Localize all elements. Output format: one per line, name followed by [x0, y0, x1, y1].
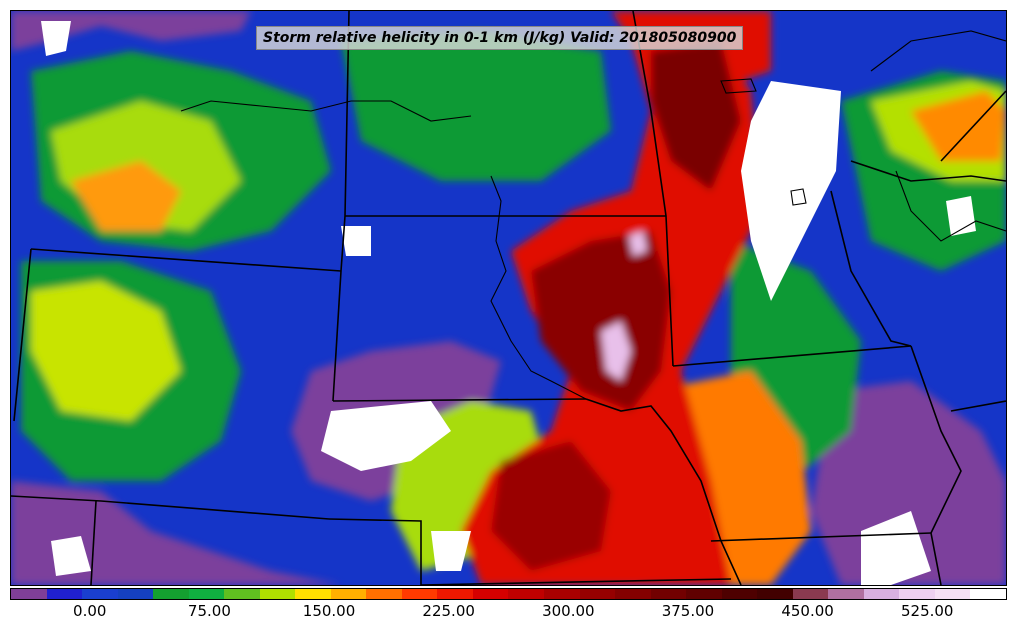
river-missouri-middle [490, 175, 587, 400]
boundary-kansas-south [420, 578, 732, 585]
colorbar-segment [188, 589, 225, 599]
river-missouri-upper [180, 100, 472, 122]
field-purple-southwest [11, 481, 341, 585]
blank-north-2 [341, 226, 371, 256]
boundary-canada-east [850, 160, 1006, 182]
boundary-montana-south [30, 248, 342, 272]
colorbar [10, 588, 1007, 600]
colorbar-segment [970, 589, 1006, 599]
boundary-iowa-south [710, 532, 932, 542]
map-title: Storm relative helicity in 0-1 km (J/kg)… [256, 26, 744, 50]
colorbar-segment [117, 589, 154, 599]
colorbar-segment [721, 589, 758, 599]
blank-east [946, 196, 976, 236]
colorbar-segment [934, 589, 971, 599]
lake-northeast [720, 78, 757, 94]
lake-superior [870, 30, 1006, 72]
boundary-wyoming-east [332, 270, 342, 402]
colorbar-tick-label: 75.00 [187, 602, 231, 620]
field-pink-spot-1 [601, 321, 631, 381]
colorbar-segment [828, 589, 864, 599]
boundary-minnesota-south [672, 345, 912, 367]
field-darkred-north [651, 41, 741, 191]
blank-south-center [431, 531, 471, 571]
colorbar-segment [224, 589, 260, 599]
colorbar-segment [899, 589, 935, 599]
colorbar-tick-label: 0.00 [73, 602, 107, 620]
colorbar-tick-label: 375.00 [661, 602, 715, 620]
colorbar-segment [295, 589, 331, 599]
colorbar-segment [153, 589, 189, 599]
water-features [180, 30, 1006, 400]
field-green-north [341, 31, 611, 181]
colorbar-tick-label: 225.00 [422, 602, 475, 620]
boundary-michigan [940, 90, 1006, 162]
boundary-dakotas-east [632, 11, 674, 367]
boundary-wyoming-colorado [11, 495, 330, 520]
field-pink-spot-2 [629, 231, 647, 256]
colorbar-segment [543, 589, 580, 599]
colorbar-tick-label: 300.00 [542, 602, 595, 620]
field-darkred-south [491, 441, 611, 571]
colorbar-segment [472, 589, 509, 599]
lake-michigan-shore [895, 170, 1006, 242]
field-purple-east [811, 381, 1006, 585]
helicity-field [11, 11, 1006, 585]
colorbar-segment [437, 589, 473, 599]
blank-north-1 [41, 21, 71, 56]
blank-southeast [861, 511, 931, 585]
colorbar-segment [650, 589, 687, 599]
colorbar-segment [46, 589, 83, 599]
lake-ne-small [790, 188, 807, 206]
colorbar-segment [579, 589, 616, 599]
field-orange-east [911, 91, 1006, 161]
colorbar-tick-label: 150.00 [302, 602, 356, 620]
colorbar-segment [401, 589, 438, 599]
colorbar-segment [259, 589, 296, 599]
field-darkred-core [531, 231, 671, 411]
blank-plains [321, 401, 451, 471]
colorbar-tick-labels: 0.00 75.00 150.00 225.00 300.00 375.00 450.00 5… [10, 602, 1007, 626]
boundary-colorado-north [332, 398, 587, 402]
colorbar-segment [330, 589, 367, 599]
boundary-wisconsin [830, 190, 912, 347]
colorbar-tick-label: 450.00 [781, 602, 834, 620]
field-orange-northwest [71, 161, 181, 231]
field-yellow-west [31, 281, 181, 421]
blank-southwest [51, 536, 91, 576]
map-panel: Storm relative helicity in 0-1 km (J/kg)… [10, 10, 1007, 586]
boundary-nebraska-kansas [328, 518, 422, 585]
boundary-iowa-east [910, 345, 962, 585]
colorbar-segment [757, 589, 793, 599]
boundary-idaho-west [13, 248, 32, 422]
boundary-utah-east [90, 500, 97, 585]
colorbar-segment [792, 589, 829, 599]
colorbar-segment [11, 589, 47, 599]
colorbar-segment [863, 589, 900, 599]
colorbar-tick-label: 525.00 [900, 602, 954, 620]
boundary-illinois-north [950, 400, 1006, 412]
state-boundaries [11, 11, 1006, 585]
colorbar-segment [508, 589, 544, 599]
colorbar-segment [686, 589, 722, 599]
colorbar-segment [366, 589, 402, 599]
colorbar-segment [82, 589, 118, 599]
helicity-map [11, 11, 1006, 585]
colorbar-segment [615, 589, 651, 599]
